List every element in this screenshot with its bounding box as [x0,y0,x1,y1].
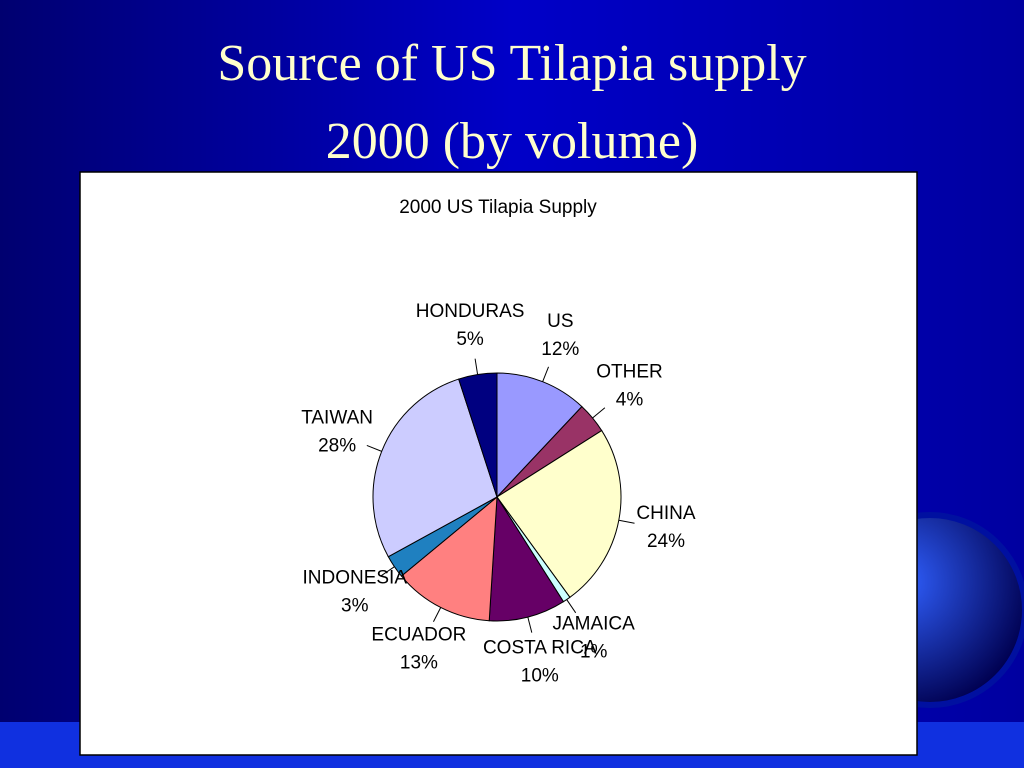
pie-slice [496,429,622,599]
slice-label: ECUADOR [371,624,466,645]
leader-line [380,566,395,577]
slide-title: Source of US Tilapia supply [217,35,806,92]
pie-slice [372,378,498,558]
leader-line [542,366,550,382]
slide-title: 2000 (by volume) [326,113,699,170]
leader-line [474,358,479,375]
pie-slice [488,495,565,622]
leader-line [618,519,635,524]
slice-label: COSTA RICA [483,638,597,659]
slice-label: US [547,311,573,332]
leader-line [592,407,606,419]
chart-title: 2000 US Tilapia Supply [399,197,597,218]
pie-slice [458,372,498,498]
pie-slice [496,372,583,499]
slice-value-label: 28% [318,436,356,457]
slice-label: CHINA [636,503,695,524]
slice-value-label: 10% [521,666,559,687]
slice-label: OTHER [596,361,663,382]
slice-value-label: 12% [541,339,579,360]
slice-value-label: 3% [341,596,369,617]
pie-slice [400,495,498,622]
slice-value-label: 4% [616,389,644,410]
leader-line [366,444,382,452]
leader-line [566,599,577,614]
slice-value-label: 5% [456,329,484,350]
slice-label: HONDURAS [416,301,525,322]
slice-label: JAMAICA [552,613,635,634]
slice-value-label: 13% [400,652,438,673]
slice-label: INDONESIA [302,568,407,589]
leader-line [432,607,442,622]
slice-label: TAIWAN [301,408,373,429]
slice-value-label: 24% [647,531,685,552]
slice-value-label: 1% [580,641,608,662]
leader-line [527,616,533,633]
